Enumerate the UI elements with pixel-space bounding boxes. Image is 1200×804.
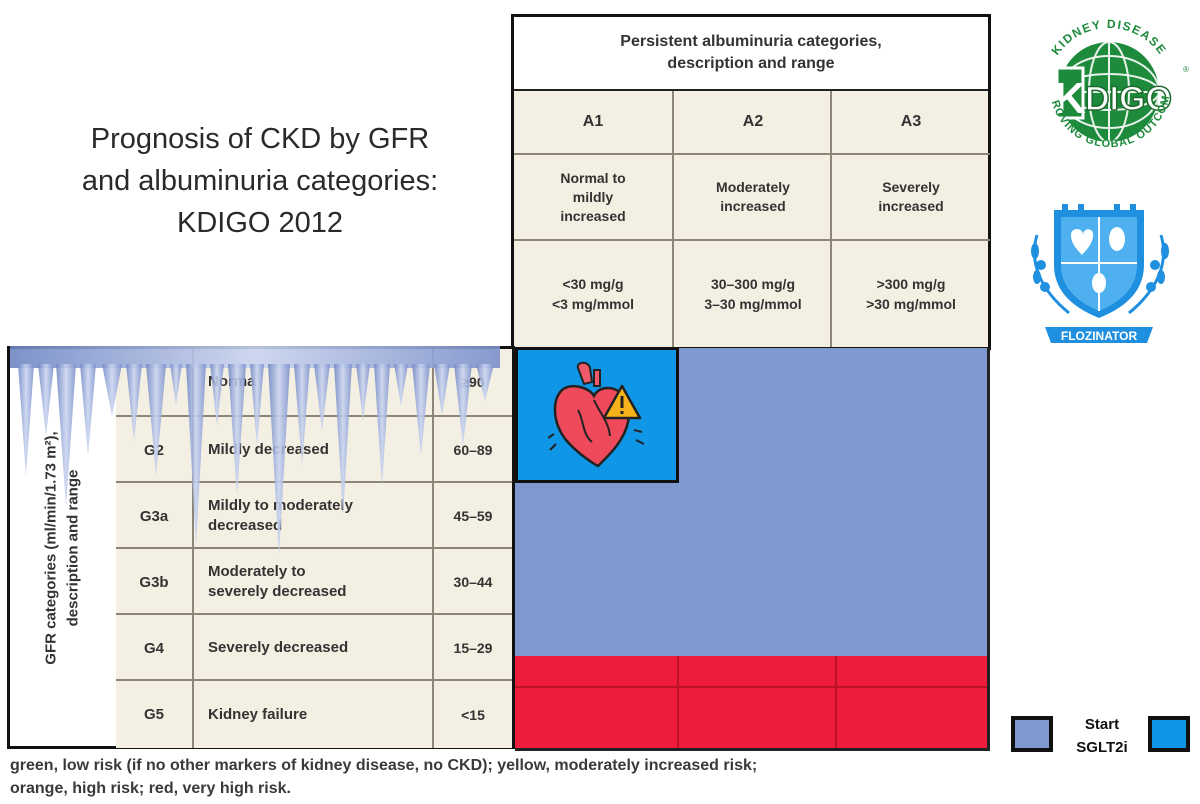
legend-swatch-sglt2i [1148,716,1190,752]
gfr-range: 15–29 [453,640,493,656]
gfr-code [116,349,194,415]
albuminuria-header-line-2: description and range [667,55,835,72]
grid-border [515,748,990,751]
description-line: decreased [208,517,283,534]
legend-swatch-start [1011,716,1053,752]
description-line: Mildly to moderately [208,497,354,514]
albuminuria-column-a1: A1 Normal to mildly increased <30 mg/g <… [514,91,672,347]
grid-line [677,656,679,750]
grid-line [515,686,990,688]
gfr-description: Severely decreased [194,615,434,681]
albuminuria-range: >300 mg/g >30 mg/mmol [832,241,990,347]
range-line: <3 mg/mmol [551,296,635,312]
gfr-row-g3b: G3b Moderately to severely decreased 30–… [116,547,512,615]
description-line: severely decreased [208,583,347,600]
footnote-line-1: green, low risk (if no other markers of … [10,757,758,774]
title-line-1: Prognosis of CKD by GFR [90,123,430,155]
gfr-description: Mildly to moderately decreased [194,483,434,549]
range-line: 30–300 mg/g [710,276,796,292]
kdigo-letters-digo: DIGO [1085,80,1172,118]
albuminuria-table: Persistent albuminuria categories, descr… [511,14,991,350]
gfr-code: G5 [116,681,194,748]
description-line: mildly [572,188,614,205]
albuminuria-header: Persistent albuminuria categories, descr… [514,17,988,91]
albuminuria-column-a2: A2 Moderately increased 30–300 mg/g 3–30… [672,91,832,347]
legend-label: Start SGLT2i [1060,713,1144,759]
kdigo-letters: K DIGO [1054,74,1173,123]
gfr-description: Kidney failure [194,681,434,748]
gfr-row-g2: G2 Mildly decreased 60–89 [116,415,512,483]
gfr-code: G2 [116,417,194,483]
footnote: green, low risk (if no other markers of … [10,754,1010,800]
albuminuria-code: A2 [674,91,832,155]
range-line: 3–30 mg/mmol [704,296,802,312]
description-line: Normal to [560,169,626,186]
gfr-table: GFR categories (ml/min/1.73 m²), descrip… [7,346,515,749]
albuminuria-description: Severely increased [832,155,990,241]
albuminuria-description: Moderately increased [674,155,832,241]
albuminuria-header-line-1: Persistent albuminuria categories, [620,33,882,50]
description-line: increased [560,207,626,224]
range-line: >300 mg/g [876,276,946,292]
gfr-range: ≥90 [461,374,485,390]
albuminuria-column-a3: A3 Severely increased >300 mg/g >30 mg/m… [830,91,990,347]
gfr-range: 30–44 [453,574,493,590]
gfr-range: <15 [461,706,485,723]
description-line: Moderately to [208,563,306,580]
flozinator-logo: FLOZINATOR [1031,202,1169,343]
legend-line-2: SGLT2i [1076,739,1128,756]
gfr-row-g4: G4 Severely decreased 15–29 [116,613,512,681]
title-line-3: KDIGO 2012 [176,207,344,239]
gfr-description: Mildly decreased [194,417,434,483]
gfr-axis-label: GFR categories (ml/min/1.73 m²), descrip… [10,349,116,746]
page-title: Prognosis of CKD by GFR and albuminuria … [40,118,480,244]
gfr-label-line-1: GFR categories (ml/min/1.73 m²), [43,430,60,665]
albuminuria-code: A3 [832,91,990,155]
description-line: Moderately [716,179,790,195]
gfr-label-line-2: description and range [65,469,82,626]
description-line: increased [878,198,944,214]
albuminuria-range: 30–300 mg/g 3–30 mg/mmol [674,241,832,347]
heart-warning-icon [548,361,645,468]
gfr-code: G4 [116,615,194,681]
range-line: <30 mg/g [562,276,624,292]
albuminuria-range: <30 mg/g <3 mg/mmol [514,241,672,347]
grid-border [987,348,990,750]
kdigo-logo: K DIGO KIDNEY DISEASE IMPROVING GLOBAL O… [1027,10,1189,150]
svg-text:®: ® [1183,65,1189,74]
gfr-description: Norma [194,349,434,415]
gfr-row-g3a: G3a Mildly to moderately decreased 45–59 [116,481,512,549]
flozinator-text: FLOZINATOR [1061,329,1138,343]
gfr-code: G3a [116,483,194,549]
kdigo-letter-k: K [1054,74,1086,123]
gfr-row-g1: Norma ≥90 [116,349,512,415]
gfr-range: 45–59 [453,508,493,524]
description-line: increased [720,198,786,214]
range-line: >30 mg/mmol [866,296,956,312]
gfr-code: G3b [116,549,194,615]
very-high-risk-region [515,656,990,750]
gfr-row-g5: G5 Kidney failure <15 [116,679,512,748]
gfr-range: 60–89 [453,442,493,458]
albuminuria-code: A1 [514,91,672,155]
legend-line-1: Start [1084,716,1120,733]
title-line-2: and albuminuria categories: [81,165,439,197]
albuminuria-description: Normal to mildly increased [514,155,672,241]
grid-line [835,656,837,750]
footnote-line-2: orange, high risk; red, very high risk. [10,780,291,797]
gfr-description: Moderately to severely decreased [194,549,434,615]
description-line: Severely [882,179,940,195]
